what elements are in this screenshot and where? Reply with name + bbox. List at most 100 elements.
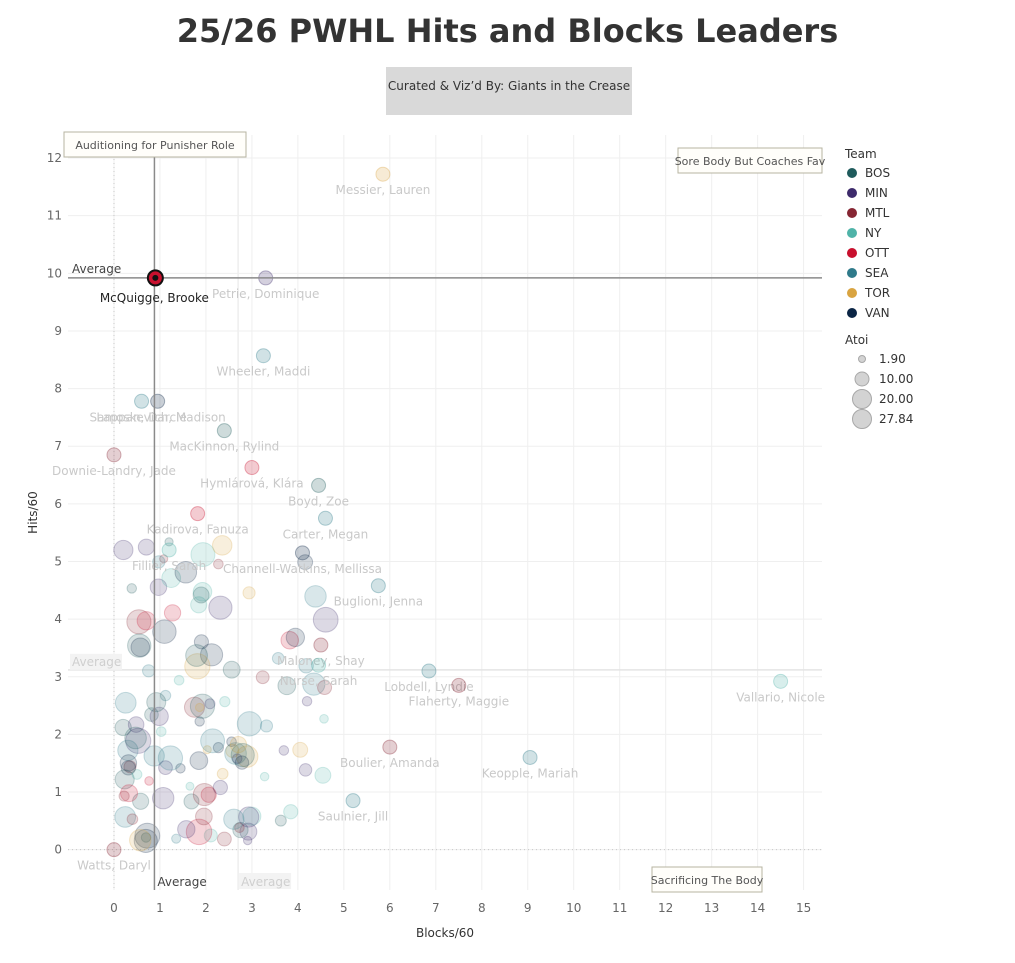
size-swatch <box>852 409 872 429</box>
player-mark <box>370 578 386 594</box>
player-mark <box>421 663 437 679</box>
x-tick-label: 4 <box>294 901 302 915</box>
x-tick-label: 11 <box>612 901 627 915</box>
player-mark-background <box>255 670 270 685</box>
player-mark-background <box>136 611 156 631</box>
player-label: Boyd, Zoe <box>288 494 349 508</box>
player-mark-background <box>226 736 237 748</box>
size-legend-label: 1.90 <box>879 352 906 366</box>
player-mark <box>134 393 150 409</box>
player-mark-background <box>134 822 161 849</box>
player-mark <box>255 348 271 364</box>
player-mark-background <box>125 727 152 754</box>
quadrant-label-top-right-box <box>677 147 823 174</box>
player-label: Wheeler, Maddi <box>216 365 310 379</box>
player-mark-background <box>216 831 232 847</box>
legend-item-tor[interactable]: TOR <box>845 283 913 303</box>
player-mark-background <box>129 828 152 852</box>
player-mark-background <box>174 560 198 584</box>
quadrant-label-top-right: Sore Body But Coaches Fav <box>675 155 826 168</box>
x-tick-label: 14 <box>750 901 765 915</box>
size-legend-title: Atoi <box>845 333 869 347</box>
team-logo-icon <box>847 208 857 218</box>
legend-title: Team <box>845 147 877 161</box>
player-mark-background <box>183 793 200 810</box>
player-label: Fillier, Sarah <box>132 559 206 573</box>
player-mark <box>311 477 327 493</box>
y-tick-label: 1 <box>54 785 62 799</box>
player-label: Carter, Megan <box>283 527 369 541</box>
player-mark-background <box>301 695 313 707</box>
reference-label-faded: Average <box>241 875 290 889</box>
size-legend-items: 1.90 10.00 20.00 27.84 <box>845 349 913 429</box>
player-mark-background <box>223 808 245 830</box>
y-tick-label: 5 <box>54 554 62 568</box>
player-mark-background <box>204 698 216 710</box>
player-mark-background <box>278 745 290 756</box>
player-mark-background <box>183 696 206 718</box>
legend-item-mtl[interactable]: MTL <box>845 203 913 223</box>
player-label: Downie-Landry, Jade <box>52 464 176 478</box>
team-logo-icon <box>847 168 857 178</box>
player-mark <box>161 542 177 558</box>
player-mark-background <box>175 763 186 774</box>
team-logo-icon <box>847 268 857 278</box>
player-mark <box>216 423 232 439</box>
legend-item-bos[interactable]: BOS <box>845 163 913 183</box>
x-tick-label: 8 <box>478 901 486 915</box>
player-label: Petrie, Dominique <box>212 287 319 301</box>
player-mark-background <box>152 619 177 644</box>
player-mark-background <box>213 558 224 570</box>
size-legend-item: 10.00 <box>845 369 913 389</box>
player-mark-background <box>177 820 196 839</box>
reference-label-bg <box>239 873 292 889</box>
player-mark-background <box>131 769 143 780</box>
player-mark <box>522 749 538 765</box>
y-tick-label: 9 <box>54 324 62 338</box>
legend-item-min[interactable]: MIN <box>845 183 913 203</box>
player-mark-background <box>119 754 138 772</box>
size-legend-label: 20.00 <box>879 392 914 406</box>
player-mark-background <box>285 627 305 648</box>
size-swatch <box>852 389 872 409</box>
player-mark-background <box>200 786 217 803</box>
player-mark <box>375 166 391 182</box>
player-mark-background <box>173 674 185 686</box>
size-legend-label: 27.84 <box>879 412 914 426</box>
legend-item-label: VAN <box>865 306 890 320</box>
player-mark-background <box>189 693 216 719</box>
player-mark-background <box>229 736 248 754</box>
legend: Team BOS MIN MTL NY OTT SEA TOR VAN Atoi 1.90 10… <box>845 147 913 429</box>
player-mark-background <box>114 718 132 737</box>
player-mark-background <box>142 664 156 678</box>
team-logo-icon <box>847 288 857 298</box>
player-mark-background <box>137 538 155 556</box>
legend-item-sea[interactable]: SEA <box>845 263 913 283</box>
size-swatch <box>854 371 870 387</box>
legend-items: BOS MIN MTL NY OTT SEA TOR VAN <box>845 163 913 323</box>
player-mark-background <box>297 554 314 571</box>
size-legend-label: 10.00 <box>879 372 914 386</box>
player-mark-background <box>185 644 208 667</box>
player-mark-background <box>236 711 263 737</box>
player-mark-background <box>192 586 210 604</box>
player-mark-background <box>274 814 287 827</box>
player-mark-background <box>133 828 158 853</box>
player-mark <box>773 673 789 689</box>
player-mark-background <box>277 676 297 696</box>
player-mark-background <box>194 702 205 713</box>
player-mark-background <box>219 696 231 708</box>
player-label: Samoskevich, Madison <box>90 410 226 424</box>
team-logo-icon <box>847 308 857 318</box>
player-mark-background <box>212 535 233 556</box>
legend-item-label: SEA <box>865 266 889 280</box>
legend-item-ny[interactable]: NY <box>845 223 913 243</box>
player-mark-background <box>195 807 213 826</box>
legend-item-van[interactable]: VAN <box>845 303 913 323</box>
x-tick-label: 0 <box>110 901 118 915</box>
legend-item-ott[interactable]: OTT <box>845 243 913 263</box>
player-mark-background <box>132 792 150 810</box>
player-mark <box>106 447 122 463</box>
player-mark-background <box>242 835 253 846</box>
